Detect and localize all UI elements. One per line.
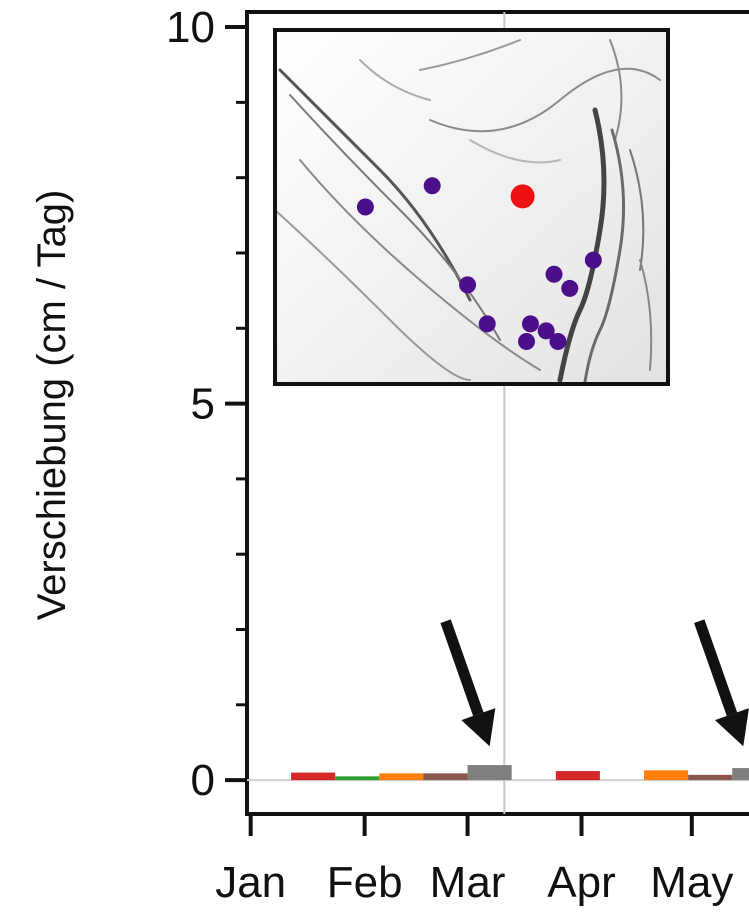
y-tick-label-0: 0	[191, 756, 215, 805]
y-tick-label-10: 10	[166, 3, 215, 52]
y-axis: 0 5 10	[166, 3, 247, 805]
inset-point-10	[584, 251, 602, 269]
annotation-arrows	[440, 619, 749, 747]
inset-point-red	[510, 184, 535, 209]
bar-4	[467, 765, 512, 781]
bar-6	[644, 770, 689, 781]
inset-point-4	[521, 315, 539, 333]
inset-point-7	[545, 265, 563, 283]
inset-map-points	[356, 177, 602, 351]
inset-point-8	[537, 322, 555, 340]
bar-1	[335, 776, 380, 781]
x-tick-label-Jan: Jan	[215, 858, 286, 907]
y-axis-title: Verschiebung (cm / Tag)	[30, 190, 74, 621]
bar-5	[555, 771, 600, 781]
bar-7	[688, 774, 733, 781]
inset-point-3	[478, 315, 496, 333]
arrow-1	[694, 619, 749, 747]
arrow-0	[440, 619, 496, 747]
bar-0	[291, 772, 336, 781]
x-tick-label-Mar: Mar	[430, 858, 506, 907]
x-tick-label-Feb: Feb	[327, 858, 403, 907]
inset-point-5	[518, 333, 536, 351]
x-tick-label-Apr: Apr	[547, 858, 615, 907]
bar-2	[379, 773, 424, 781]
y-tick-label-5: 5	[191, 380, 215, 429]
inset-point-2	[459, 276, 477, 294]
inset-point-1	[423, 177, 441, 195]
plot-frame	[245, 10, 749, 816]
inset-point-6	[549, 333, 567, 351]
x-tick-label-May: May	[650, 858, 733, 907]
x-axis: Jan Feb Mar Apr May	[215, 814, 733, 907]
inset-map	[273, 28, 670, 386]
bar-3	[423, 773, 468, 781]
inset-point-0	[356, 198, 374, 216]
bar-series	[291, 765, 749, 781]
inset-point-9	[561, 279, 579, 297]
bar-8	[732, 768, 749, 781]
